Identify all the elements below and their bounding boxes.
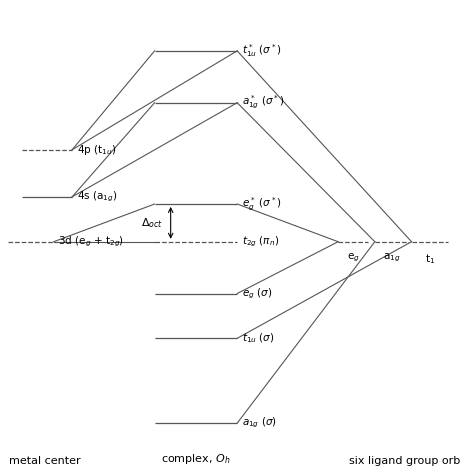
Text: $e_g$ ($\sigma$): $e_g$ ($\sigma$) [242,286,272,301]
Text: t$_1$: t$_1$ [425,252,435,266]
Text: e$_g$: e$_g$ [346,252,359,264]
Text: $e^*_g$ ($\sigma^*$): $e^*_g$ ($\sigma^*$) [242,195,282,213]
Text: $a^*_{1g}$ ($\sigma^*$): $a^*_{1g}$ ($\sigma^*$) [242,94,284,111]
Text: $t_{1u}$ ($\sigma$): $t_{1u}$ ($\sigma$) [242,331,274,345]
Text: $t^*_{1u}$ ($\sigma^*$): $t^*_{1u}$ ($\sigma^*$) [242,43,282,59]
Text: metal center: metal center [9,456,80,465]
Text: $\Delta_{oct}$: $\Delta_{oct}$ [141,216,163,230]
Text: complex, $O_h$: complex, $O_h$ [161,452,231,465]
Text: 3d (e$_g$ + t$_{2g}$): 3d (e$_g$ + t$_{2g}$) [58,235,124,249]
Text: 4s (a$_{1g}$): 4s (a$_{1g}$) [77,190,117,204]
Text: six ligand group orb: six ligand group orb [349,456,460,465]
Text: a$_{1g}$: a$_{1g}$ [383,252,401,264]
Text: $t_{2g}$ ($\pi_n$): $t_{2g}$ ($\pi_n$) [242,235,279,249]
Text: $a_{1g}$ ($\sigma$): $a_{1g}$ ($\sigma$) [242,416,277,430]
Text: 4p (t$_{1u}$): 4p (t$_{1u}$) [77,143,116,157]
